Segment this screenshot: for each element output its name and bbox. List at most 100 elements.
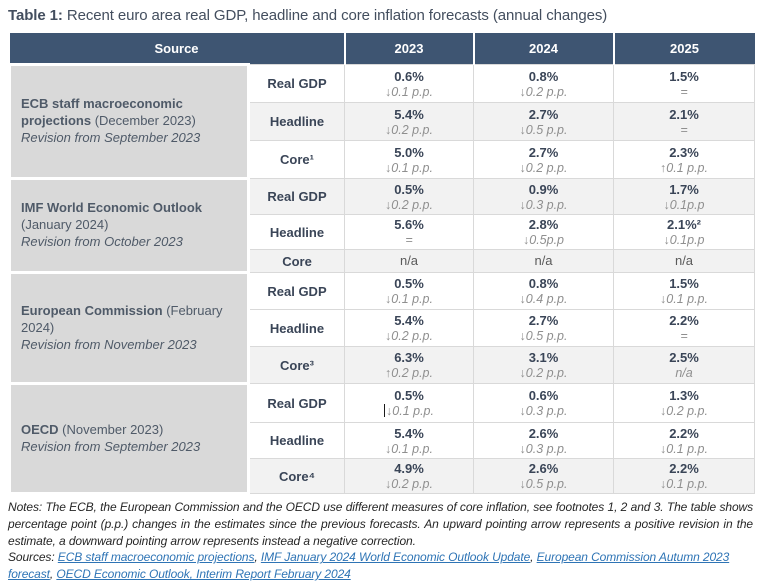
- table-row: Headline 5.4% ↓0.2 p.p. 2.7% ↓0.5 p.p. 2.2…: [10, 309, 756, 347]
- row-label: Headline: [247, 422, 346, 459]
- cell-delta: ↓0.5 p.p.: [519, 122, 568, 137]
- cell-value: 4.9%: [394, 461, 424, 476]
- cell-delta: ↓0.1 p.p.: [385, 441, 433, 456]
- table-title-prefix: Table 1:: [8, 7, 63, 24]
- table-row: Core¹ 5.0% ↓0.1 p.p. 2.7% ↓0.2 p.p. 2.3% ↑0…: [10, 140, 756, 179]
- cell-delta: n/a: [675, 366, 693, 380]
- cell-value: 1.5%: [669, 68, 699, 84]
- header-source: Source: [9, 33, 345, 65]
- cell-value: 0.5%: [394, 388, 424, 403]
- row-label: Headline: [247, 102, 346, 141]
- table-row: Headline 5.6% = 2.8% ↓0.5p.p 2.1%² ↓0.1p.p: [10, 214, 756, 250]
- data-cell: 2.2% ↓0.1 p.p.: [613, 422, 756, 459]
- text-cursor: [384, 404, 386, 417]
- sources-separator: ,: [530, 550, 537, 565]
- cell-value: 2.2%: [669, 461, 699, 476]
- cell-delta: ↓0.2 p.p.: [660, 404, 708, 418]
- cell-value: 0.5%: [394, 276, 424, 291]
- cell-value: 0.6%: [528, 388, 559, 403]
- cell-delta: ↓0.3 p.p.: [519, 441, 568, 456]
- row-label: Core¹: [247, 140, 346, 179]
- table-row: European Commission (February 2024) Revi…: [8, 271, 756, 385]
- data-cell: 2.8% ↓0.5p.p: [473, 214, 615, 250]
- data-cell: 0.5% ↓0.1 p.p.: [344, 383, 475, 423]
- table-row: Headline 5.4% ↓0.2 p.p. 2.7% ↓0.5 p.p. 2.1…: [10, 102, 756, 141]
- data-cell: 1.7% ↓0.1p.p: [613, 178, 756, 215]
- source-name: IMF World Economic Outlook (January 2024…: [21, 200, 203, 233]
- table-row: Headline 5.4% ↓0.1 p.p. 2.6% ↓0.3 p.p. 2.2…: [10, 422, 756, 459]
- row-label: Real GDP: [247, 178, 346, 215]
- table-notes: Notes: The ECB, the European Commission …: [8, 500, 753, 548]
- sources-separator: ,: [254, 550, 261, 565]
- data-cell: n/a: [613, 249, 756, 273]
- data-cell: n/a: [473, 249, 615, 273]
- data-cell: 5.0% ↓0.1 p.p.: [344, 140, 475, 179]
- cell-value: 2.7%: [528, 313, 559, 328]
- cell-delta: ↓0.3 p.p.: [519, 404, 568, 418]
- source-revision: Revision from September 2023: [21, 130, 201, 146]
- cell-delta: ↓0.2 p.p.: [519, 366, 568, 380]
- row-label: Real GDP: [247, 383, 346, 423]
- cell-value: 5.4%: [394, 313, 424, 328]
- source-name: ECB staff macroeconomic projections (Dec…: [21, 96, 196, 129]
- row-label: Core: [247, 249, 346, 273]
- cell-delta: ↓0.2 p.p.: [519, 160, 568, 175]
- cell-value: n/a: [534, 253, 553, 268]
- source-revision: Revision from November 2023: [21, 336, 197, 352]
- source-cell-imf: IMF World Economic Outlook (January 2024…: [8, 177, 250, 274]
- data-cell: 5.6% =: [344, 214, 475, 250]
- cell-value: n/a: [674, 253, 694, 268]
- data-cell: 3.1% ↓0.2 p.p.: [473, 346, 615, 384]
- cell-value: 2.2%: [669, 425, 699, 441]
- data-cell: 2.7% ↓0.5 p.p.: [473, 309, 615, 347]
- data-cell: 2.7% ↓0.2 p.p.: [473, 140, 615, 179]
- data-cell: 2.3% ↑0.1 p.p.: [613, 140, 756, 179]
- data-cell: 0.5% ↓0.1 p.p.: [344, 272, 475, 310]
- cell-delta: ↓0.1 p.p.: [345, 404, 473, 418]
- cell-delta: ↓0.1 p.p.: [385, 292, 433, 306]
- cell-delta: ↓0.4 p.p.: [519, 292, 568, 306]
- cell-value: 5.4%: [394, 425, 424, 441]
- source-name: OECD (November 2023): [21, 421, 164, 437]
- source-cell-oecd: OECD (November 2023) Revision from Septe…: [8, 382, 250, 495]
- data-cell: 1.3% ↓0.2 p.p.: [613, 383, 756, 423]
- cell-delta: ↓0.1 p.p.: [385, 160, 433, 175]
- cell-delta: ↓0.1 p.p.: [385, 84, 433, 99]
- data-cell: 5.4% ↓0.2 p.p.: [344, 102, 475, 141]
- cell-value: 2.2%: [669, 313, 699, 328]
- cell-value: 2.3%: [669, 144, 699, 160]
- source-revision: Revision from October 2023: [21, 234, 183, 250]
- cell-delta: ↓0.5p.p: [523, 233, 565, 247]
- source-link-oecd[interactable]: OECD Economic Outlook, Interim Report Fe…: [56, 567, 351, 582]
- data-cell: 2.1%² ↓0.1p.p: [613, 214, 756, 250]
- data-cell: 0.6% ↓0.1 p.p.: [344, 64, 475, 103]
- cell-delta: ↓0.3 p.p.: [519, 197, 568, 212]
- row-label: Core³: [247, 346, 346, 384]
- data-cell: 2.2% ↓0.1 p.p.: [613, 458, 756, 494]
- cell-delta: ↑0.2 p.p.: [385, 366, 433, 380]
- cell-delta: ↓0.2 p.p.: [519, 84, 568, 99]
- table-sources: Sources: ECB staff macroeconomic project…: [8, 549, 753, 583]
- data-cell: 1.5% =: [613, 64, 756, 103]
- data-cell: 2.1% =: [613, 102, 756, 141]
- cell-delta: ↑0.1 p.p.: [660, 160, 708, 175]
- table-row: OECD (November 2023) Revision from Septe…: [8, 382, 756, 495]
- cell-value: 0.5%: [394, 181, 424, 197]
- source-link-ecb[interactable]: ECB staff macroeconomic projections: [57, 550, 255, 565]
- forecast-table: Source 2023 2024 2025 ECB staff macroeco…: [8, 33, 756, 495]
- source-link-imf[interactable]: IMF January 2024 World Economic Outlook …: [260, 550, 531, 565]
- cell-delta: ↓0.5 p.p.: [519, 477, 568, 491]
- cell-value: 5.4%: [394, 106, 424, 122]
- header-year-2025: 2025: [612, 33, 755, 65]
- cell-value: 0.6%: [394, 68, 424, 84]
- cell-value: 2.1%: [669, 106, 699, 122]
- row-label: Headline: [247, 214, 346, 250]
- data-cell: 0.6% ↓0.3 p.p.: [473, 383, 615, 423]
- data-cell: n/a: [344, 249, 475, 273]
- cell-delta: ↓0.1p.p: [663, 197, 705, 212]
- data-cell: 4.9% ↓0.2 p.p.: [344, 458, 475, 494]
- source-name: European Commission (February 2024): [21, 302, 223, 335]
- row-label: Real GDP: [247, 64, 346, 103]
- table-row: Core³ 6.3% ↑0.2 p.p. 3.1% ↓0.2 p.p. 2.5% n/…: [10, 346, 756, 384]
